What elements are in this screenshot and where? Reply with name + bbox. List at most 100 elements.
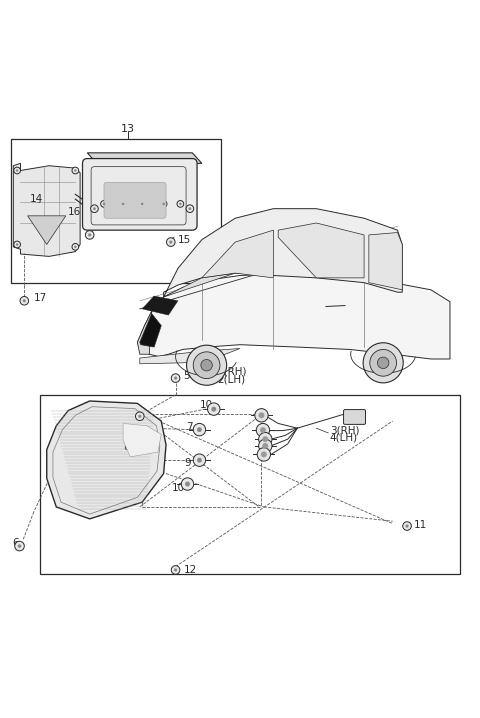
Circle shape xyxy=(169,241,172,243)
Circle shape xyxy=(179,202,181,205)
Polygon shape xyxy=(123,424,161,457)
FancyBboxPatch shape xyxy=(344,409,365,424)
Circle shape xyxy=(257,448,271,461)
Bar xyxy=(11,139,221,283)
Circle shape xyxy=(259,439,272,452)
Circle shape xyxy=(377,357,389,368)
Circle shape xyxy=(20,297,29,305)
Polygon shape xyxy=(13,163,80,256)
FancyBboxPatch shape xyxy=(104,182,166,218)
Circle shape xyxy=(74,246,76,248)
Circle shape xyxy=(101,200,108,208)
Polygon shape xyxy=(140,314,161,347)
Polygon shape xyxy=(202,230,274,278)
Text: 3(RH): 3(RH) xyxy=(330,426,359,436)
Circle shape xyxy=(85,230,94,239)
Text: 2(LH): 2(LH) xyxy=(217,375,246,385)
Text: 13: 13 xyxy=(121,124,135,134)
Polygon shape xyxy=(47,401,166,519)
Circle shape xyxy=(171,566,180,574)
Polygon shape xyxy=(278,223,364,278)
Circle shape xyxy=(141,202,144,205)
Circle shape xyxy=(181,477,194,490)
Circle shape xyxy=(139,200,145,208)
Text: 4(LH): 4(LH) xyxy=(330,433,358,443)
Circle shape xyxy=(72,167,79,174)
Circle shape xyxy=(16,169,18,172)
Text: 14: 14 xyxy=(30,194,43,204)
Circle shape xyxy=(14,167,21,174)
Circle shape xyxy=(162,202,165,205)
Circle shape xyxy=(93,208,96,210)
Circle shape xyxy=(406,525,408,528)
Circle shape xyxy=(363,342,403,383)
Circle shape xyxy=(174,569,177,572)
Circle shape xyxy=(261,452,267,457)
Circle shape xyxy=(201,360,212,371)
Text: 11: 11 xyxy=(414,520,427,530)
Circle shape xyxy=(88,233,91,236)
Circle shape xyxy=(103,202,105,205)
Polygon shape xyxy=(137,312,152,354)
Circle shape xyxy=(193,424,205,436)
Circle shape xyxy=(177,200,184,208)
FancyBboxPatch shape xyxy=(83,159,197,230)
Circle shape xyxy=(91,205,98,213)
Circle shape xyxy=(185,482,190,486)
Text: 1(RH): 1(RH) xyxy=(217,367,247,377)
Circle shape xyxy=(15,541,24,551)
Polygon shape xyxy=(142,296,178,315)
Circle shape xyxy=(255,409,268,422)
Polygon shape xyxy=(87,153,202,163)
Text: 8: 8 xyxy=(124,442,130,452)
Circle shape xyxy=(207,403,220,415)
Circle shape xyxy=(122,202,124,205)
Circle shape xyxy=(72,243,79,250)
Text: 9: 9 xyxy=(185,458,192,468)
Circle shape xyxy=(174,376,177,380)
Circle shape xyxy=(260,427,266,433)
Text: 6: 6 xyxy=(12,538,19,548)
Circle shape xyxy=(23,299,26,302)
Circle shape xyxy=(167,238,175,246)
Circle shape xyxy=(263,443,268,449)
Circle shape xyxy=(160,200,167,208)
Circle shape xyxy=(187,345,227,386)
Polygon shape xyxy=(28,216,66,244)
Circle shape xyxy=(197,427,202,432)
Circle shape xyxy=(193,454,205,467)
Text: 12: 12 xyxy=(184,565,197,575)
Text: 5: 5 xyxy=(183,370,189,381)
Circle shape xyxy=(211,406,216,411)
Circle shape xyxy=(263,437,268,442)
Circle shape xyxy=(189,208,191,210)
Text: 16: 16 xyxy=(68,208,82,218)
Circle shape xyxy=(403,522,411,531)
Circle shape xyxy=(259,412,264,418)
Circle shape xyxy=(256,424,270,437)
Text: 10: 10 xyxy=(171,482,184,493)
Circle shape xyxy=(186,205,194,213)
Polygon shape xyxy=(369,233,402,290)
Polygon shape xyxy=(140,348,240,364)
Circle shape xyxy=(120,200,126,208)
Circle shape xyxy=(193,352,220,378)
Polygon shape xyxy=(137,273,450,359)
Circle shape xyxy=(370,350,396,376)
Circle shape xyxy=(135,412,144,421)
Bar xyxy=(39,395,459,574)
Circle shape xyxy=(14,241,21,248)
Text: 17: 17 xyxy=(34,294,47,304)
Polygon shape xyxy=(164,273,235,297)
Circle shape xyxy=(138,415,141,418)
Text: 7: 7 xyxy=(186,422,192,432)
Circle shape xyxy=(197,458,202,462)
Circle shape xyxy=(18,544,21,548)
Polygon shape xyxy=(164,209,402,297)
Circle shape xyxy=(259,432,272,446)
Text: 15: 15 xyxy=(178,235,191,245)
Circle shape xyxy=(74,169,76,172)
Circle shape xyxy=(171,374,180,383)
Circle shape xyxy=(16,243,18,246)
Text: 10: 10 xyxy=(200,400,213,410)
